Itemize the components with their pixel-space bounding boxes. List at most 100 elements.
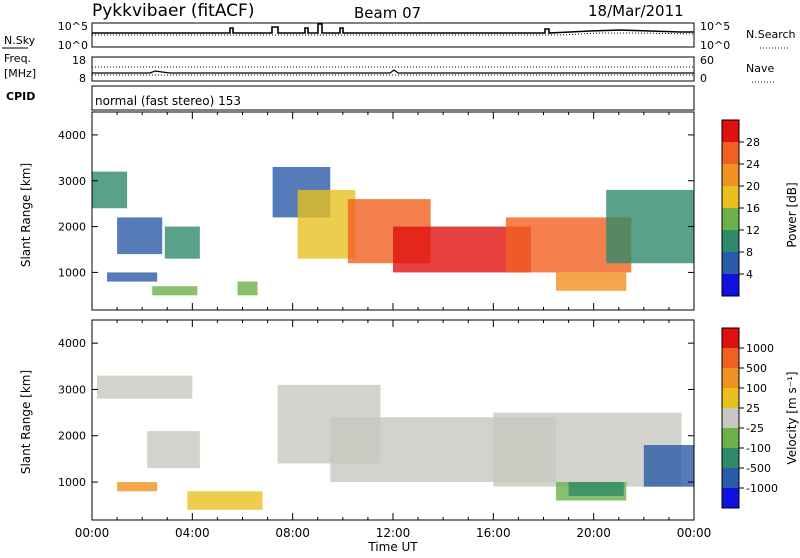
velocity-colorbar-frame <box>721 327 740 509</box>
power-colorbar-cell-1 <box>722 252 739 274</box>
velocity-colorbar-tick-label-2: 100 <box>746 382 767 395</box>
noise-label: N.Sky <box>4 34 36 47</box>
power-colorbar-cell-5 <box>722 164 739 186</box>
velocity-region-9 <box>643 445 694 487</box>
nave-tick-top: 60 <box>700 54 714 67</box>
power-colorbar-cell-7 <box>722 120 739 142</box>
power-colorbar-tick-label-5: 24 <box>746 158 760 171</box>
power-ytick-label-0: 1000 <box>58 266 86 279</box>
velocity-colorbar-tick-label-5: -100 <box>746 442 771 455</box>
freq-trace <box>92 69 694 74</box>
velocity-xtick-label-3: 12:00 <box>376 526 411 540</box>
velocity-colorbar-tick-label-6: -500 <box>746 462 771 475</box>
velocity-ytick-label-2: 3000 <box>58 383 86 396</box>
velocity-colorbar-cell-1 <box>722 468 739 488</box>
freq-panel <box>91 56 695 82</box>
velocity-xtick-label-4: 16:00 <box>476 526 511 540</box>
velocity-colorbar-tick-label-3: 25 <box>746 402 760 415</box>
noise-tick-left-top: 10^5 <box>58 20 88 33</box>
power-colorbar-cell-0 <box>722 274 739 296</box>
velocity-xtick-label-6: 00:00 <box>677 526 712 540</box>
velocity-colorbar-tick-label-1: 500 <box>746 362 767 375</box>
velocity-colorbar-tick-label-7: -1000 <box>746 482 778 495</box>
velocity-y-axis: 1000 2000 3000 4000 <box>58 337 694 489</box>
power-colorbar-tick-label-6: 28 <box>746 136 760 149</box>
velocity-region-2 <box>117 482 158 492</box>
cpid-label: CPID <box>6 90 35 103</box>
power-colorbar-tick-label-1: 8 <box>746 246 753 259</box>
power-region-5 <box>237 281 258 296</box>
power-region-4 <box>152 286 198 296</box>
velocity-x-axis: 00:00 04:00 08:00 12:00 16:00 20:00 00:00 <box>75 320 712 540</box>
power-colorbar: 4 8 12 16 20 24 28 Power [dB] <box>721 119 799 297</box>
velocity-colorbar-cell-0 <box>722 488 739 508</box>
power-region-1 <box>117 217 163 255</box>
freq-label-1: Freq. <box>4 52 31 65</box>
power-colorbar-tick-label-3: 16 <box>746 202 760 215</box>
power-ytick-label-1: 2000 <box>58 221 86 234</box>
velocity-region-1 <box>147 431 200 469</box>
power-colorbar-cell-2 <box>722 230 739 252</box>
power-region-12 <box>606 189 694 264</box>
velocity-region-3 <box>187 491 263 510</box>
velocity-colorbar-cells <box>722 328 739 508</box>
date-title: 18/Mar/2011 <box>588 2 684 20</box>
cpid-text: normal (fast stereo) 153 <box>95 94 241 108</box>
power-colorbar-cell-3 <box>722 208 739 230</box>
power-region-2 <box>164 226 200 259</box>
velocity-colorbar-title: Velocity [m s⁻¹] <box>785 371 799 464</box>
velocity-region-0 <box>97 375 193 399</box>
velocity-colorbar-tick-label-4: -25 <box>746 422 764 435</box>
velocity-xtick-label-1: 04:00 <box>175 526 210 540</box>
power-colorbar-cell-6 <box>722 142 739 164</box>
power-ytick-label-3: 4000 <box>58 129 86 142</box>
velocity-ytick-label-1: 2000 <box>58 430 86 443</box>
station-title: Pykkvibaer (fitACF) <box>92 1 254 21</box>
freq-label-2: [MHz] <box>4 67 36 80</box>
power-ytick-label-2: 3000 <box>58 175 86 188</box>
velocity-region-8 <box>568 482 624 496</box>
power-plot: 1000 2000 3000 4000 Slant Range [km] <box>19 111 695 311</box>
velocity-ytick-label-3: 4000 <box>58 337 86 350</box>
velocity-colorbar-ticks: 1000 500 100 25 -25 -100 -500 -1000 <box>739 342 778 495</box>
power-x-axis <box>91 112 695 310</box>
power-colorbar-cells <box>722 120 739 296</box>
power-colorbar-ticks: 4 8 12 16 20 24 28 <box>739 136 760 281</box>
noise-search-trace <box>92 32 695 36</box>
power-regions <box>92 167 694 296</box>
nave-tick-bottom: 0 <box>700 72 707 85</box>
beam-title: Beam 07 <box>354 4 421 22</box>
cpid-panel <box>91 85 695 111</box>
noise-tick-right-top: 10^5 <box>700 20 730 33</box>
velocity-colorbar-tick-label-0: 1000 <box>746 342 774 355</box>
power-colorbar-cell-4 <box>722 186 739 208</box>
power-region-0 <box>92 171 128 209</box>
power-region-3 <box>107 272 158 282</box>
velocity-colorbar-cell-7 <box>722 348 739 368</box>
power-y-axis: 1000 2000 3000 4000 <box>58 129 694 279</box>
freq-tick-top: 18 <box>72 54 86 67</box>
velocity-colorbar-cell-5 <box>722 388 739 408</box>
noise-tick-left-bottom: 10^0 <box>58 39 88 52</box>
freq-tick-bottom: 8 <box>79 72 86 85</box>
power-colorbar-tick-label-0: 4 <box>746 268 753 281</box>
velocity-plot: 1000 2000 3000 4000 00:00 04:00 08:00 12:00 16:… <box>19 319 712 554</box>
power-colorbar-tick-label-4: 20 <box>746 180 760 193</box>
velocity-xtick-label-2: 08:00 <box>275 526 310 540</box>
velocity-colorbar-cell-3 <box>722 428 739 448</box>
velocity-colorbar-cell-4 <box>722 408 739 428</box>
noise-sky-trace <box>92 23 694 34</box>
velocity-xtick-label-5: 20:00 <box>576 526 611 540</box>
power-region-7 <box>297 189 356 259</box>
velocity-y-label: Slant Range [km] <box>19 370 33 474</box>
velocity-colorbar-cell-8 <box>722 328 739 348</box>
noise-tick-right-bottom: 10^0 <box>700 39 730 52</box>
velocity-xtick-label-0: 00:00 <box>75 526 110 540</box>
noise-right-label: N.Search <box>746 28 796 41</box>
velocity-colorbar: 1000 500 100 25 -25 -100 -500 -1000 Velocity [m… <box>721 327 799 509</box>
velocity-colorbar-cell-2 <box>722 448 739 468</box>
velocity-x-label: Time UT <box>367 540 418 554</box>
power-colorbar-title: Power [dB] <box>785 182 799 247</box>
velocity-colorbar-cell-6 <box>722 368 739 388</box>
